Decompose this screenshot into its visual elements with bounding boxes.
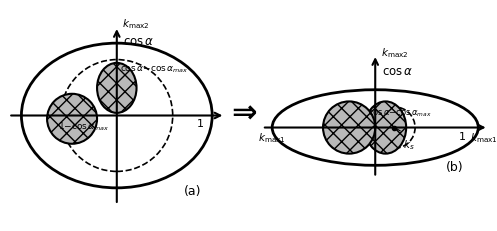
Text: ⇒: ⇒ (231, 99, 256, 128)
Text: 1: 1 (197, 119, 204, 129)
Text: $k_{\mathrm{max2}}$: $k_{\mathrm{max2}}$ (381, 46, 409, 60)
Text: (a): (a) (184, 185, 201, 198)
Text: $\cos\alpha$: $\cos\alpha$ (123, 35, 155, 49)
Text: $k_{\mathrm{max1}}$: $k_{\mathrm{max1}}$ (258, 132, 286, 146)
Text: $k_{\mathrm{max2}}$: $k_{\mathrm{max2}}$ (122, 18, 150, 31)
Ellipse shape (365, 101, 406, 154)
Text: (b): (b) (445, 161, 463, 174)
Text: $1{-}\cos\alpha_{max}$: $1{-}\cos\alpha_{max}$ (58, 121, 109, 133)
Ellipse shape (323, 101, 375, 154)
Text: $\cos\alpha{-}\cos\alpha_{max}$: $\cos\alpha{-}\cos\alpha_{max}$ (120, 64, 188, 75)
Ellipse shape (21, 43, 212, 188)
Ellipse shape (47, 94, 97, 144)
Ellipse shape (97, 63, 137, 113)
Text: $k_{\mathrm{max1}}$: $k_{\mathrm{max1}}$ (470, 132, 497, 146)
Text: $\cos\alpha{-}\cos\alpha_{max}$: $\cos\alpha{-}\cos\alpha_{max}$ (368, 109, 432, 119)
Text: $\cos\alpha$: $\cos\alpha$ (382, 65, 414, 78)
Text: 1: 1 (459, 132, 466, 142)
Ellipse shape (272, 90, 478, 165)
Text: $k_s$: $k_s$ (403, 138, 414, 152)
